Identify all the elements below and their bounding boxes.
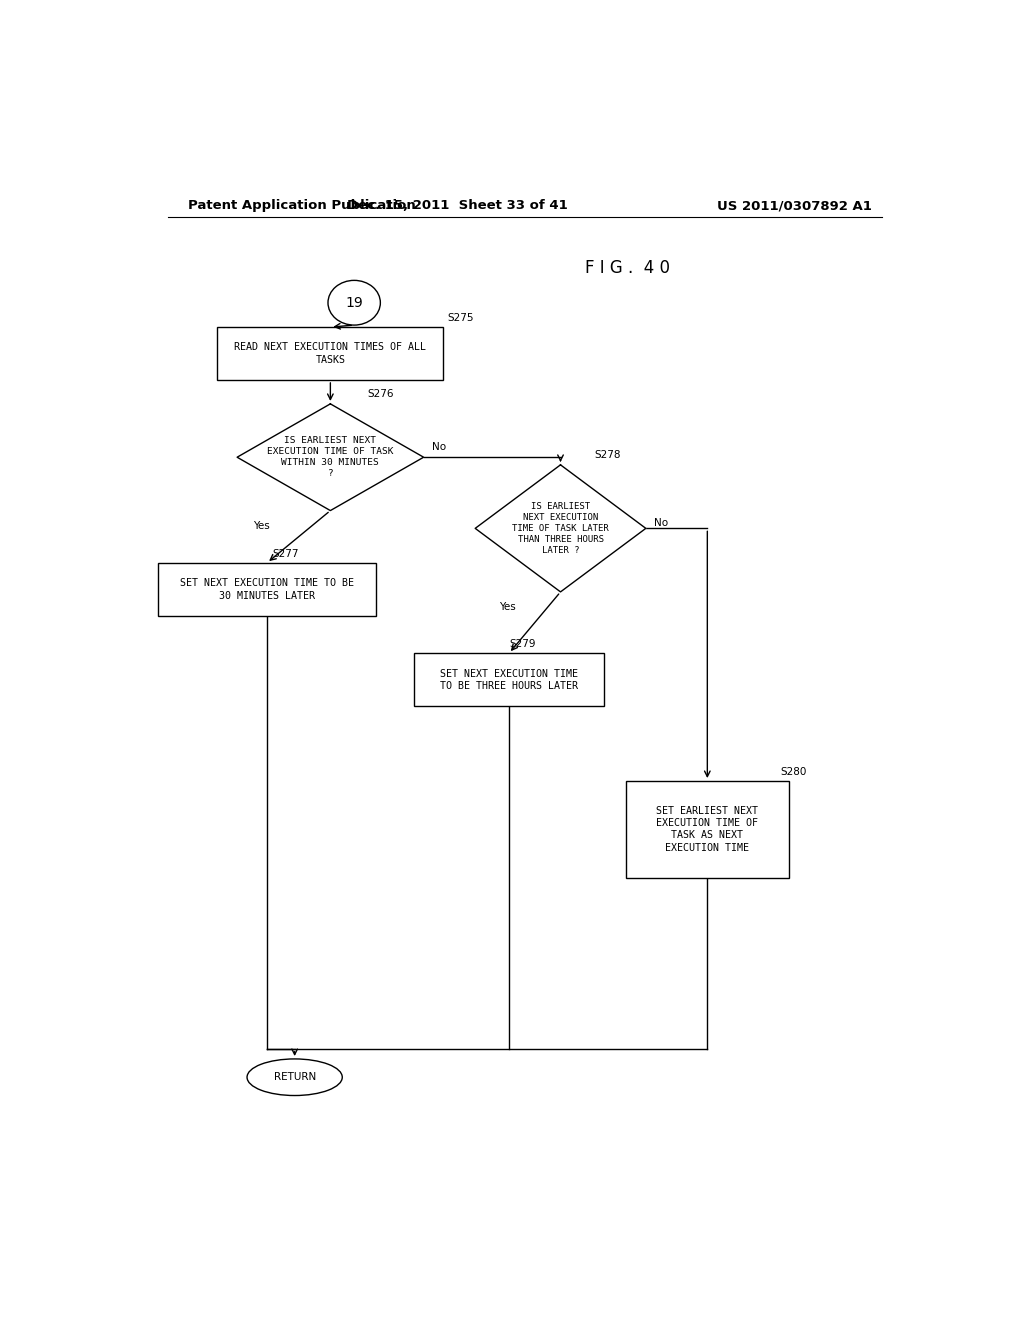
Text: SET EARLIEST NEXT
EXECUTION TIME OF
TASK AS NEXT
EXECUTION TIME: SET EARLIEST NEXT EXECUTION TIME OF TASK… [656,805,759,853]
Text: SET NEXT EXECUTION TIME TO BE
30 MINUTES LATER: SET NEXT EXECUTION TIME TO BE 30 MINUTES… [180,578,354,601]
Text: SET NEXT EXECUTION TIME
TO BE THREE HOURS LATER: SET NEXT EXECUTION TIME TO BE THREE HOUR… [440,669,578,690]
Text: S278: S278 [595,450,622,459]
Text: READ NEXT EXECUTION TIMES OF ALL
TASKS: READ NEXT EXECUTION TIMES OF ALL TASKS [234,342,426,364]
Polygon shape [238,404,424,511]
Text: IS EARLIEST
NEXT EXECUTION
TIME OF TASK LATER
THAN THREE HOURS
LATER ?: IS EARLIEST NEXT EXECUTION TIME OF TASK … [512,502,609,556]
Text: RETURN: RETURN [273,1072,315,1082]
Text: Yes: Yes [499,602,516,612]
Text: Patent Application Publication: Patent Application Publication [187,199,416,213]
Text: S275: S275 [447,313,474,323]
Text: Yes: Yes [253,521,269,531]
Ellipse shape [328,280,380,325]
Bar [626,781,788,878]
Text: No: No [653,519,668,528]
Bar [158,562,376,616]
Polygon shape [475,465,646,591]
Text: S277: S277 [272,549,299,558]
Text: S276: S276 [368,389,394,399]
Text: No: No [431,442,445,451]
Bar [217,327,443,380]
Text: 19: 19 [345,296,364,310]
Ellipse shape [247,1059,342,1096]
Bar [414,653,604,706]
Text: S279: S279 [509,639,536,649]
Text: US 2011/0307892 A1: US 2011/0307892 A1 [717,199,872,213]
Text: S280: S280 [780,767,807,777]
Text: IS EARLIEST NEXT
EXECUTION TIME OF TASK
WITHIN 30 MINUTES
?: IS EARLIEST NEXT EXECUTION TIME OF TASK … [267,436,393,478]
Text: F I G .  4 0: F I G . 4 0 [586,259,671,277]
Text: Dec. 15, 2011  Sheet 33 of 41: Dec. 15, 2011 Sheet 33 of 41 [347,199,567,213]
